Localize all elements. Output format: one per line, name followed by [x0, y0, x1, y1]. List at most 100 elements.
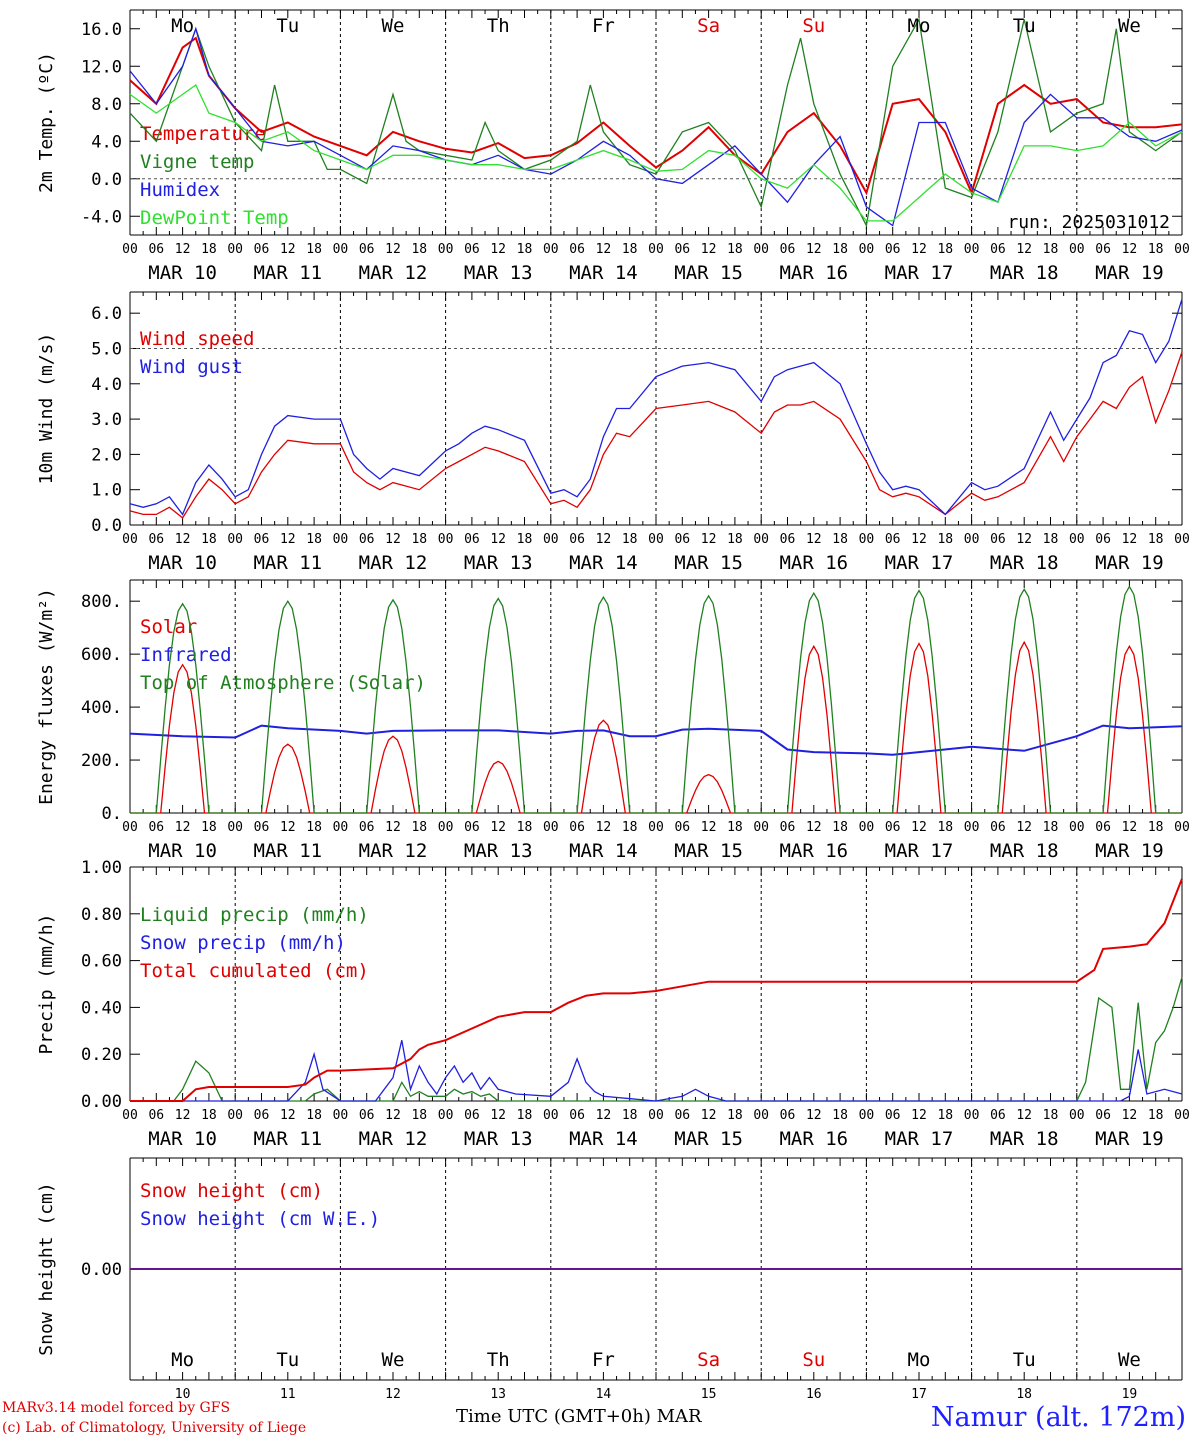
day-number-label: 13	[490, 1387, 506, 1402]
hour-tick-label: 00	[543, 820, 559, 835]
hour-tick-label: 00	[753, 242, 769, 257]
hour-tick-label: 12	[385, 820, 401, 835]
hour-tick-label: 06	[148, 242, 164, 257]
y-tick-label: 3.0	[91, 410, 122, 430]
day-label-bottom: Mo	[908, 1349, 931, 1371]
hour-tick-label: 12	[701, 532, 717, 547]
date-label: MAR 10	[148, 1128, 217, 1150]
hour-tick-label: 12	[806, 820, 822, 835]
hour-tick-label: 12	[385, 532, 401, 547]
hour-tick-label: 12	[175, 532, 191, 547]
date-label: MAR 10	[148, 840, 217, 862]
hour-tick-label: 00	[648, 532, 664, 547]
day-label-bottom: Sa	[697, 1349, 720, 1371]
hour-tick-label: 00	[333, 820, 349, 835]
hour-tick-label: 18	[201, 1108, 217, 1123]
hour-tick-label: 00	[859, 242, 875, 257]
hour-tick-label: 12	[490, 1108, 506, 1123]
hour-tick-label: 06	[254, 1108, 270, 1123]
hour-tick-label: 00	[964, 242, 980, 257]
day-label-bottom: Fr	[592, 1349, 615, 1371]
y-tick-label: 12.0	[81, 57, 122, 77]
day-label-top: We	[1118, 15, 1141, 37]
hour-tick-label: 06	[464, 820, 480, 835]
hour-tick-label: 00	[333, 242, 349, 257]
y-axis-label: Snow height (cm)	[36, 1182, 57, 1355]
day-label-top: Th	[487, 15, 510, 37]
hour-tick-label: 18	[622, 820, 638, 835]
hour-tick-label: 18	[1148, 820, 1164, 835]
hour-tick-label: 12	[1122, 1108, 1138, 1123]
y-tick-label: 6.0	[91, 304, 122, 324]
hour-tick-label: 12	[1016, 1108, 1032, 1123]
y-axis-label: 10m Wind (m/s)	[36, 333, 57, 485]
legend-solar: Solar	[140, 616, 197, 638]
legend-liquid-precip-mm-h-: Liquid precip (mm/h)	[140, 904, 369, 926]
hour-tick-label: 06	[464, 532, 480, 547]
date-label: MAR 15	[674, 262, 743, 284]
hour-tick-label: 12	[385, 1108, 401, 1123]
date-label: MAR 11	[253, 262, 322, 284]
hour-tick-label: 18	[622, 1108, 638, 1123]
day-number-label: 14	[596, 1387, 612, 1402]
hour-tick-label: 12	[280, 820, 296, 835]
hour-tick-label: 00	[227, 1108, 243, 1123]
date-label: MAR 13	[464, 1128, 533, 1150]
date-label: MAR 13	[464, 262, 533, 284]
hour-tick-label: 00	[543, 242, 559, 257]
hour-tick-label: 12	[701, 242, 717, 257]
hour-tick-label: 06	[674, 532, 690, 547]
hour-tick-label: 18	[1148, 1108, 1164, 1123]
legend-top-of-atmosphere-solar-: Top of Atmosphere (Solar)	[140, 672, 426, 694]
day-number-label: 12	[385, 1387, 401, 1402]
hour-tick-label: 00	[333, 1108, 349, 1123]
date-label: MAR 19	[1095, 552, 1164, 574]
date-label: MAR 17	[885, 1128, 954, 1150]
hour-tick-label: 18	[1043, 1108, 1059, 1123]
date-label: MAR 14	[569, 1128, 638, 1150]
legend-total-cumulated-cm-: Total cumulated (cm)	[140, 960, 369, 982]
hour-tick-label: 00	[1069, 820, 1085, 835]
day-label-bottom: Th	[487, 1349, 510, 1371]
hour-tick-label: 06	[569, 242, 585, 257]
day-number-label: 16	[806, 1387, 822, 1402]
y-tick-label: 1.0	[91, 481, 122, 501]
hour-tick-label: 12	[490, 532, 506, 547]
hour-tick-label: 00	[648, 1108, 664, 1123]
hour-tick-label: 12	[1016, 820, 1032, 835]
date-label: MAR 10	[148, 262, 217, 284]
hour-tick-label: 18	[832, 820, 848, 835]
y-tick-label: 8.0	[91, 95, 122, 115]
hour-tick-label: 12	[280, 242, 296, 257]
hour-tick-label: 18	[306, 820, 322, 835]
day-label-top: We	[382, 15, 405, 37]
hour-tick-label: 00	[438, 820, 454, 835]
legend-infrared: Infrared	[140, 644, 232, 666]
series-line-infrared	[129, 724, 1183, 756]
hour-tick-label: 00	[333, 532, 349, 547]
hour-tick-label: 00	[753, 532, 769, 547]
date-label: MAR 16	[779, 262, 848, 284]
date-label: MAR 15	[674, 552, 743, 574]
hour-tick-label: 18	[517, 820, 533, 835]
date-label: MAR 18	[990, 552, 1059, 574]
y-tick-label: 1.00	[81, 858, 122, 878]
date-label: MAR 17	[885, 262, 954, 284]
date-label: MAR 16	[779, 840, 848, 862]
hour-tick-label: 12	[911, 820, 927, 835]
hour-tick-label: 12	[1016, 532, 1032, 547]
hour-tick-label: 00	[964, 1108, 980, 1123]
hour-tick-label: 18	[832, 242, 848, 257]
hour-tick-label: 18	[201, 820, 217, 835]
date-label: MAR 18	[990, 840, 1059, 862]
hour-tick-label: 00	[964, 532, 980, 547]
hour-tick-label: 06	[885, 242, 901, 257]
y-tick-label: 4.0	[91, 132, 122, 152]
date-label: MAR 10	[148, 552, 217, 574]
hour-tick-label: 00	[438, 1108, 454, 1123]
hour-tick-label: 06	[359, 820, 375, 835]
legend-snow-height-cm-: Snow height (cm)	[140, 1180, 323, 1202]
day-label-top: Fr	[592, 15, 615, 37]
hour-tick-label: 00	[1174, 820, 1190, 835]
date-label: MAR 17	[885, 840, 954, 862]
